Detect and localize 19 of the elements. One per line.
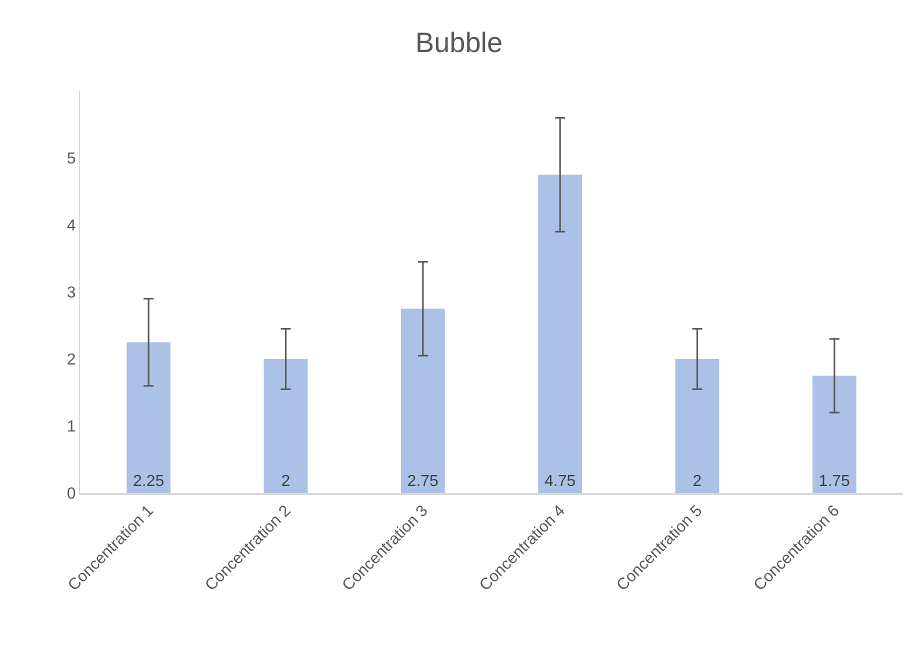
bar	[400, 308, 445, 493]
bar	[538, 174, 582, 493]
y-tick-label: 3	[66, 284, 76, 302]
y-tick-label: 0	[66, 486, 76, 503]
data-label: 1.75	[818, 473, 850, 490]
y-tick-label: 5	[66, 150, 76, 168]
bar	[126, 342, 171, 493]
y-tick-label: 4	[66, 218, 76, 235]
data-label: 4.75	[544, 473, 576, 490]
chart-title: Bubble	[415, 27, 503, 58]
y-tick-label: 1	[66, 418, 76, 436]
bar	[264, 359, 308, 493]
bar	[675, 359, 720, 493]
data-label: 2.25	[132, 473, 164, 490]
data-label: 2	[692, 473, 702, 490]
data-label: 2.75	[407, 473, 439, 490]
y-tick-label: 2	[66, 352, 76, 369]
data-label: 2	[281, 473, 290, 490]
bar	[812, 376, 856, 493]
